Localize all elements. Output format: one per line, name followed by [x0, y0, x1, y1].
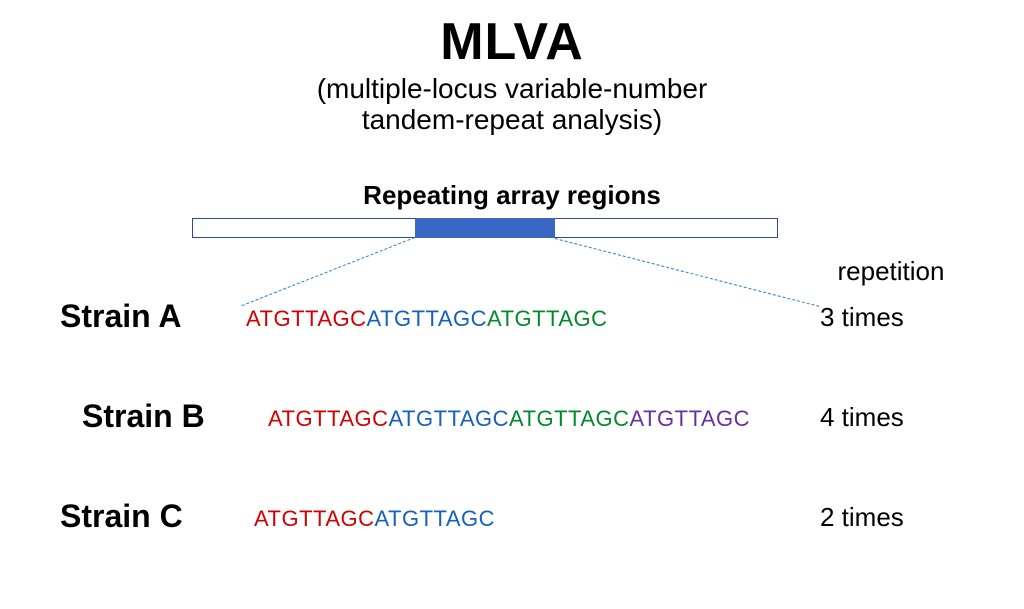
strain-row: Strain C ATGTTAGCATGTTAGC 2 times [0, 498, 1024, 558]
repeat-unit: ATGTTAGC [375, 506, 496, 531]
repeat-unit: ATGTTAGC [246, 306, 367, 331]
strain-label: Strain C [60, 498, 183, 535]
subtitle: (multiple-locus variable-number tandem-r… [0, 74, 1024, 136]
array-bar-highlight [415, 218, 556, 238]
repetition-count: 2 times [820, 502, 970, 533]
repetition-count: 3 times [820, 302, 970, 333]
repetition-header: repetition [806, 256, 976, 287]
repeat-unit: ATGTTAGC [487, 306, 608, 331]
zoom-line-left [242, 237, 415, 306]
repeat-unit: ATGTTAGC [367, 306, 488, 331]
repetition-count: 4 times [820, 402, 970, 433]
repeat-unit: ATGTTAGC [254, 506, 375, 531]
sequence: ATGTTAGCATGTTAGC [254, 506, 495, 532]
strain-row: Strain AATGTTAGCATGTTAGCATGTTAGC3 times [0, 298, 1024, 358]
repeat-unit: ATGTTAGC [389, 406, 510, 431]
zoom-line-right [555, 238, 820, 307]
repeat-unit: ATGTTAGC [268, 406, 389, 431]
array-regions-label: Repeating array regions [0, 180, 1024, 211]
diagram-canvas: MLVA (multiple-locus variable-number tan… [0, 0, 1024, 609]
subtitle-line2: tandem-repeat analysis) [362, 104, 662, 135]
repeat-unit: ATGTTAGC [630, 406, 751, 431]
repeat-unit: ATGTTAGC [509, 406, 630, 431]
main-title: MLVA [0, 12, 1024, 72]
strain-label: Strain A [60, 298, 182, 335]
strain-label: Strain B [82, 398, 205, 435]
array-bar [192, 218, 778, 238]
sequence: ATGTTAGCATGTTAGCATGTTAGCATGTTAGC [268, 406, 750, 432]
strain-row: Strain BATGTTAGCATGTTAGCATGTTAGCATGTTAGC… [0, 398, 1024, 458]
sequence: ATGTTAGCATGTTAGCATGTTAGC [246, 306, 608, 332]
subtitle-line1: (multiple-locus variable-number [317, 73, 708, 104]
